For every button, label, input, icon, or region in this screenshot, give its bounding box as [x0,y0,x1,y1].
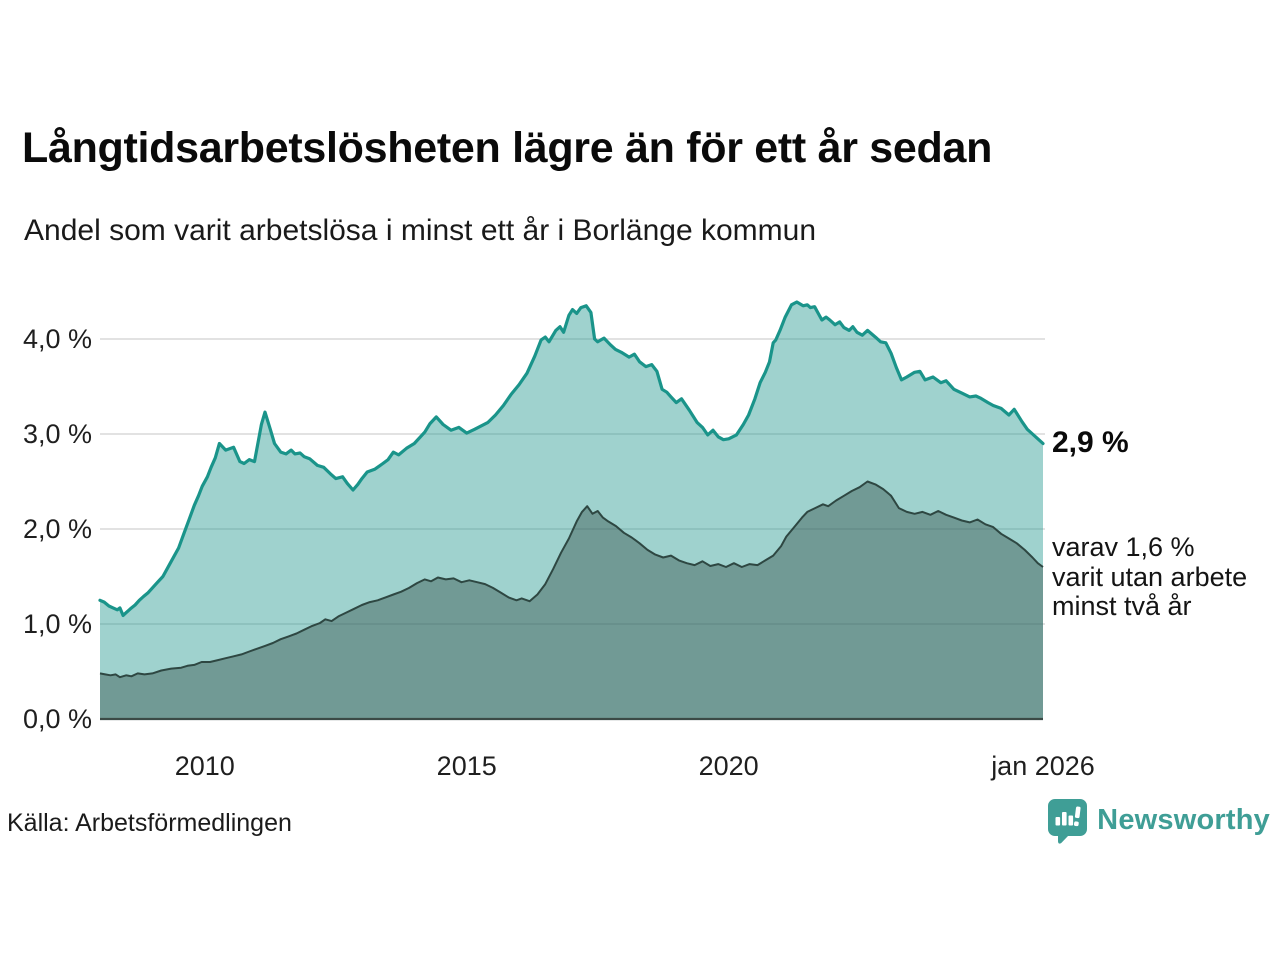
newsworthy-speech-bubble-bar-chart-icon [1047,798,1088,850]
y-tick-label: 2,0 % [22,514,92,544]
x-tick-label: 2010 [174,751,235,781]
y-tick-label: 3,0 % [22,419,92,449]
series2-area [100,481,1043,719]
series2-line [99,480,1044,679]
series1-area [100,302,1043,719]
x-tick-label: 2020 [698,751,759,781]
series1-end-value-label: 2,9 % [1052,426,1129,459]
x-tick-label: 2015 [436,751,497,781]
page-title: Långtidsarbetslösheten lägre än för ett … [22,124,993,172]
newsworthy-wordmark: Newsworthy [1097,804,1270,836]
y-tick-label: 0,0 % [22,704,92,734]
y-tick-label: 1,0 % [22,609,92,639]
source-attribution: Källa: Arbetsförmedlingen [7,809,292,837]
series2-end-annotation: varav 1,6 % varit utan arbete minst två … [1052,532,1248,621]
series1-line [98,300,1045,618]
x-tick-label: jan 2026 [991,751,1095,781]
y-tick-label: 4,0 % [22,324,92,354]
newsworthy-logo: Newsworthy [1047,798,1270,850]
page-subtitle: Andel som varit arbetslösa i minst ett å… [24,214,816,247]
